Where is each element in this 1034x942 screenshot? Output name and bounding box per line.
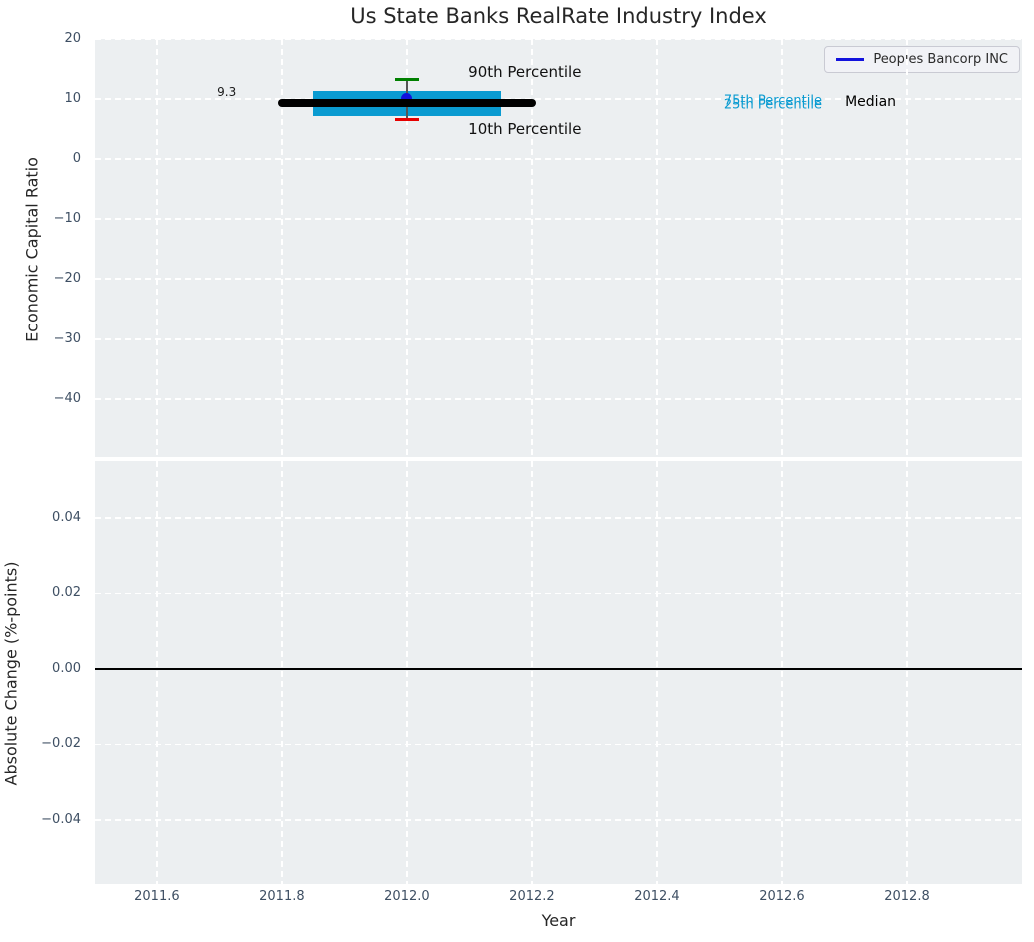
y-tick-label: 0 [72, 150, 81, 166]
y-tick-label: 20 [64, 31, 81, 46]
x-tick-label: 2012.0 [384, 889, 430, 904]
whisker-cap-90th [394, 78, 419, 82]
gridline-vertical [781, 39, 783, 457]
annotation-median: Median [845, 93, 897, 110]
y-tick-label: −0.04 [41, 811, 81, 827]
gridline-horizontal [95, 592, 1022, 595]
y-tick-label: 0.00 [52, 660, 81, 676]
gridline-horizontal [95, 38, 1022, 40]
whisker-cap-10th [394, 118, 419, 122]
top-y-axis-label: Economic Capital Ratio [22, 157, 42, 342]
annotation-10th-percentile: 10th Percentile [468, 119, 582, 138]
y-tick-label: −10 [53, 210, 81, 226]
y-tick-label: −20 [53, 270, 81, 286]
gridline-vertical [156, 461, 158, 884]
gridline-horizontal [95, 218, 1022, 220]
annotation-90th-percentile: 90th Percentile [468, 62, 582, 81]
y-tick-label: 10 [64, 90, 81, 106]
y-tick-label: −0.02 [41, 736, 81, 752]
chart-title: Us State Banks RealRate Industry Index [350, 4, 767, 28]
annotation-75th-percentile: 75th Percentile [723, 93, 822, 109]
gridline-horizontal [95, 819, 1022, 821]
gridline-vertical [656, 39, 658, 457]
gridline-vertical [281, 461, 283, 884]
y-tick-label: −40 [53, 390, 81, 406]
industry-median-line [277, 99, 536, 108]
gridline-vertical [406, 461, 408, 884]
gridline-vertical [656, 461, 658, 884]
legend: Peoples Bancorp INC [824, 46, 1020, 73]
company-data-point [401, 92, 413, 104]
gridline-vertical [531, 39, 533, 457]
bottom-axes-absolute-change [95, 461, 1022, 884]
x-tick-label: 2012.6 [759, 889, 805, 904]
gridline-horizontal [95, 338, 1022, 340]
gridline-vertical [406, 39, 408, 457]
legend-label: Peoples Bancorp INC [873, 52, 1008, 67]
gridline-horizontal [95, 398, 1022, 400]
gridline-vertical [781, 461, 783, 884]
gridline-horizontal [95, 517, 1022, 519]
x-tick-label: 2011.8 [259, 889, 305, 904]
x-tick-label: 2012.4 [634, 889, 680, 904]
legend-line-sample [836, 58, 865, 61]
y-tick-label: 0.04 [52, 509, 81, 525]
gridline-vertical [906, 461, 908, 884]
gridline-horizontal [95, 158, 1022, 160]
gridline-horizontal [95, 278, 1022, 280]
x-tick-label: 2011.6 [134, 889, 180, 904]
zero-change-line [95, 667, 1022, 670]
gridline-vertical [156, 39, 158, 457]
gridline-horizontal [95, 743, 1022, 746]
annotation-25th-percentile: 25th Percentile [723, 97, 822, 113]
annotation-9-3: 9.3 [217, 84, 237, 99]
x-axis-label: Year [541, 911, 576, 930]
gridline-horizontal [95, 98, 1022, 100]
top-axes-economic-capital-ratio [95, 39, 1022, 457]
gridline-vertical [906, 39, 908, 457]
gridline-vertical [281, 39, 283, 457]
x-tick-label: 2012.2 [509, 889, 555, 904]
y-tick-label: −30 [53, 330, 81, 346]
gridline-vertical [531, 461, 533, 884]
x-tick-label: 2012.8 [884, 889, 930, 904]
y-tick-label: 0.02 [52, 585, 81, 601]
